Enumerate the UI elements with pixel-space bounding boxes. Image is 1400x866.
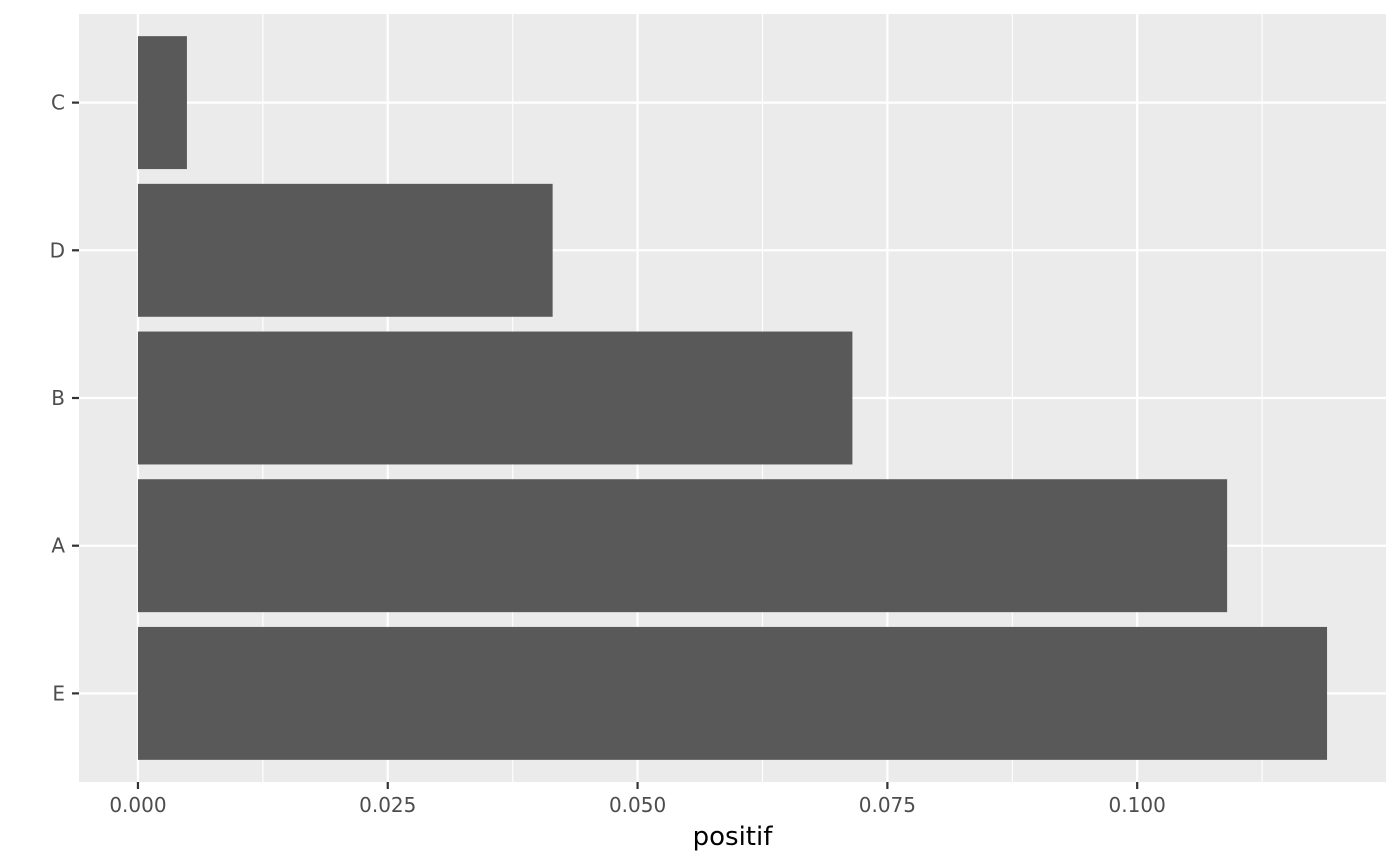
bar-E [137, 626, 1328, 760]
y-tick-label: A [51, 534, 65, 558]
y-tick-label: C [51, 91, 65, 115]
bars [137, 36, 1328, 760]
y-tick-label: E [52, 681, 65, 705]
bar-B [137, 331, 853, 465]
x-tick-label: 0.050 [609, 793, 666, 817]
bar-A [137, 479, 1228, 613]
x-tick-label: 0.025 [359, 793, 416, 817]
x-tick-label: 0.000 [109, 793, 166, 817]
x-axis-title: positif [693, 822, 774, 852]
x-tick-label: 0.100 [1109, 793, 1166, 817]
bar-D [137, 183, 553, 317]
x-axis: 0.000 0.025 0.050 0.075 0.100 [109, 782, 1166, 817]
y-axis: E A B D C [50, 91, 79, 705]
y-tick-label: B [51, 386, 65, 410]
y-tick-label: D [50, 238, 65, 262]
x-tick-label: 0.075 [859, 793, 916, 817]
bar-C [137, 36, 187, 170]
